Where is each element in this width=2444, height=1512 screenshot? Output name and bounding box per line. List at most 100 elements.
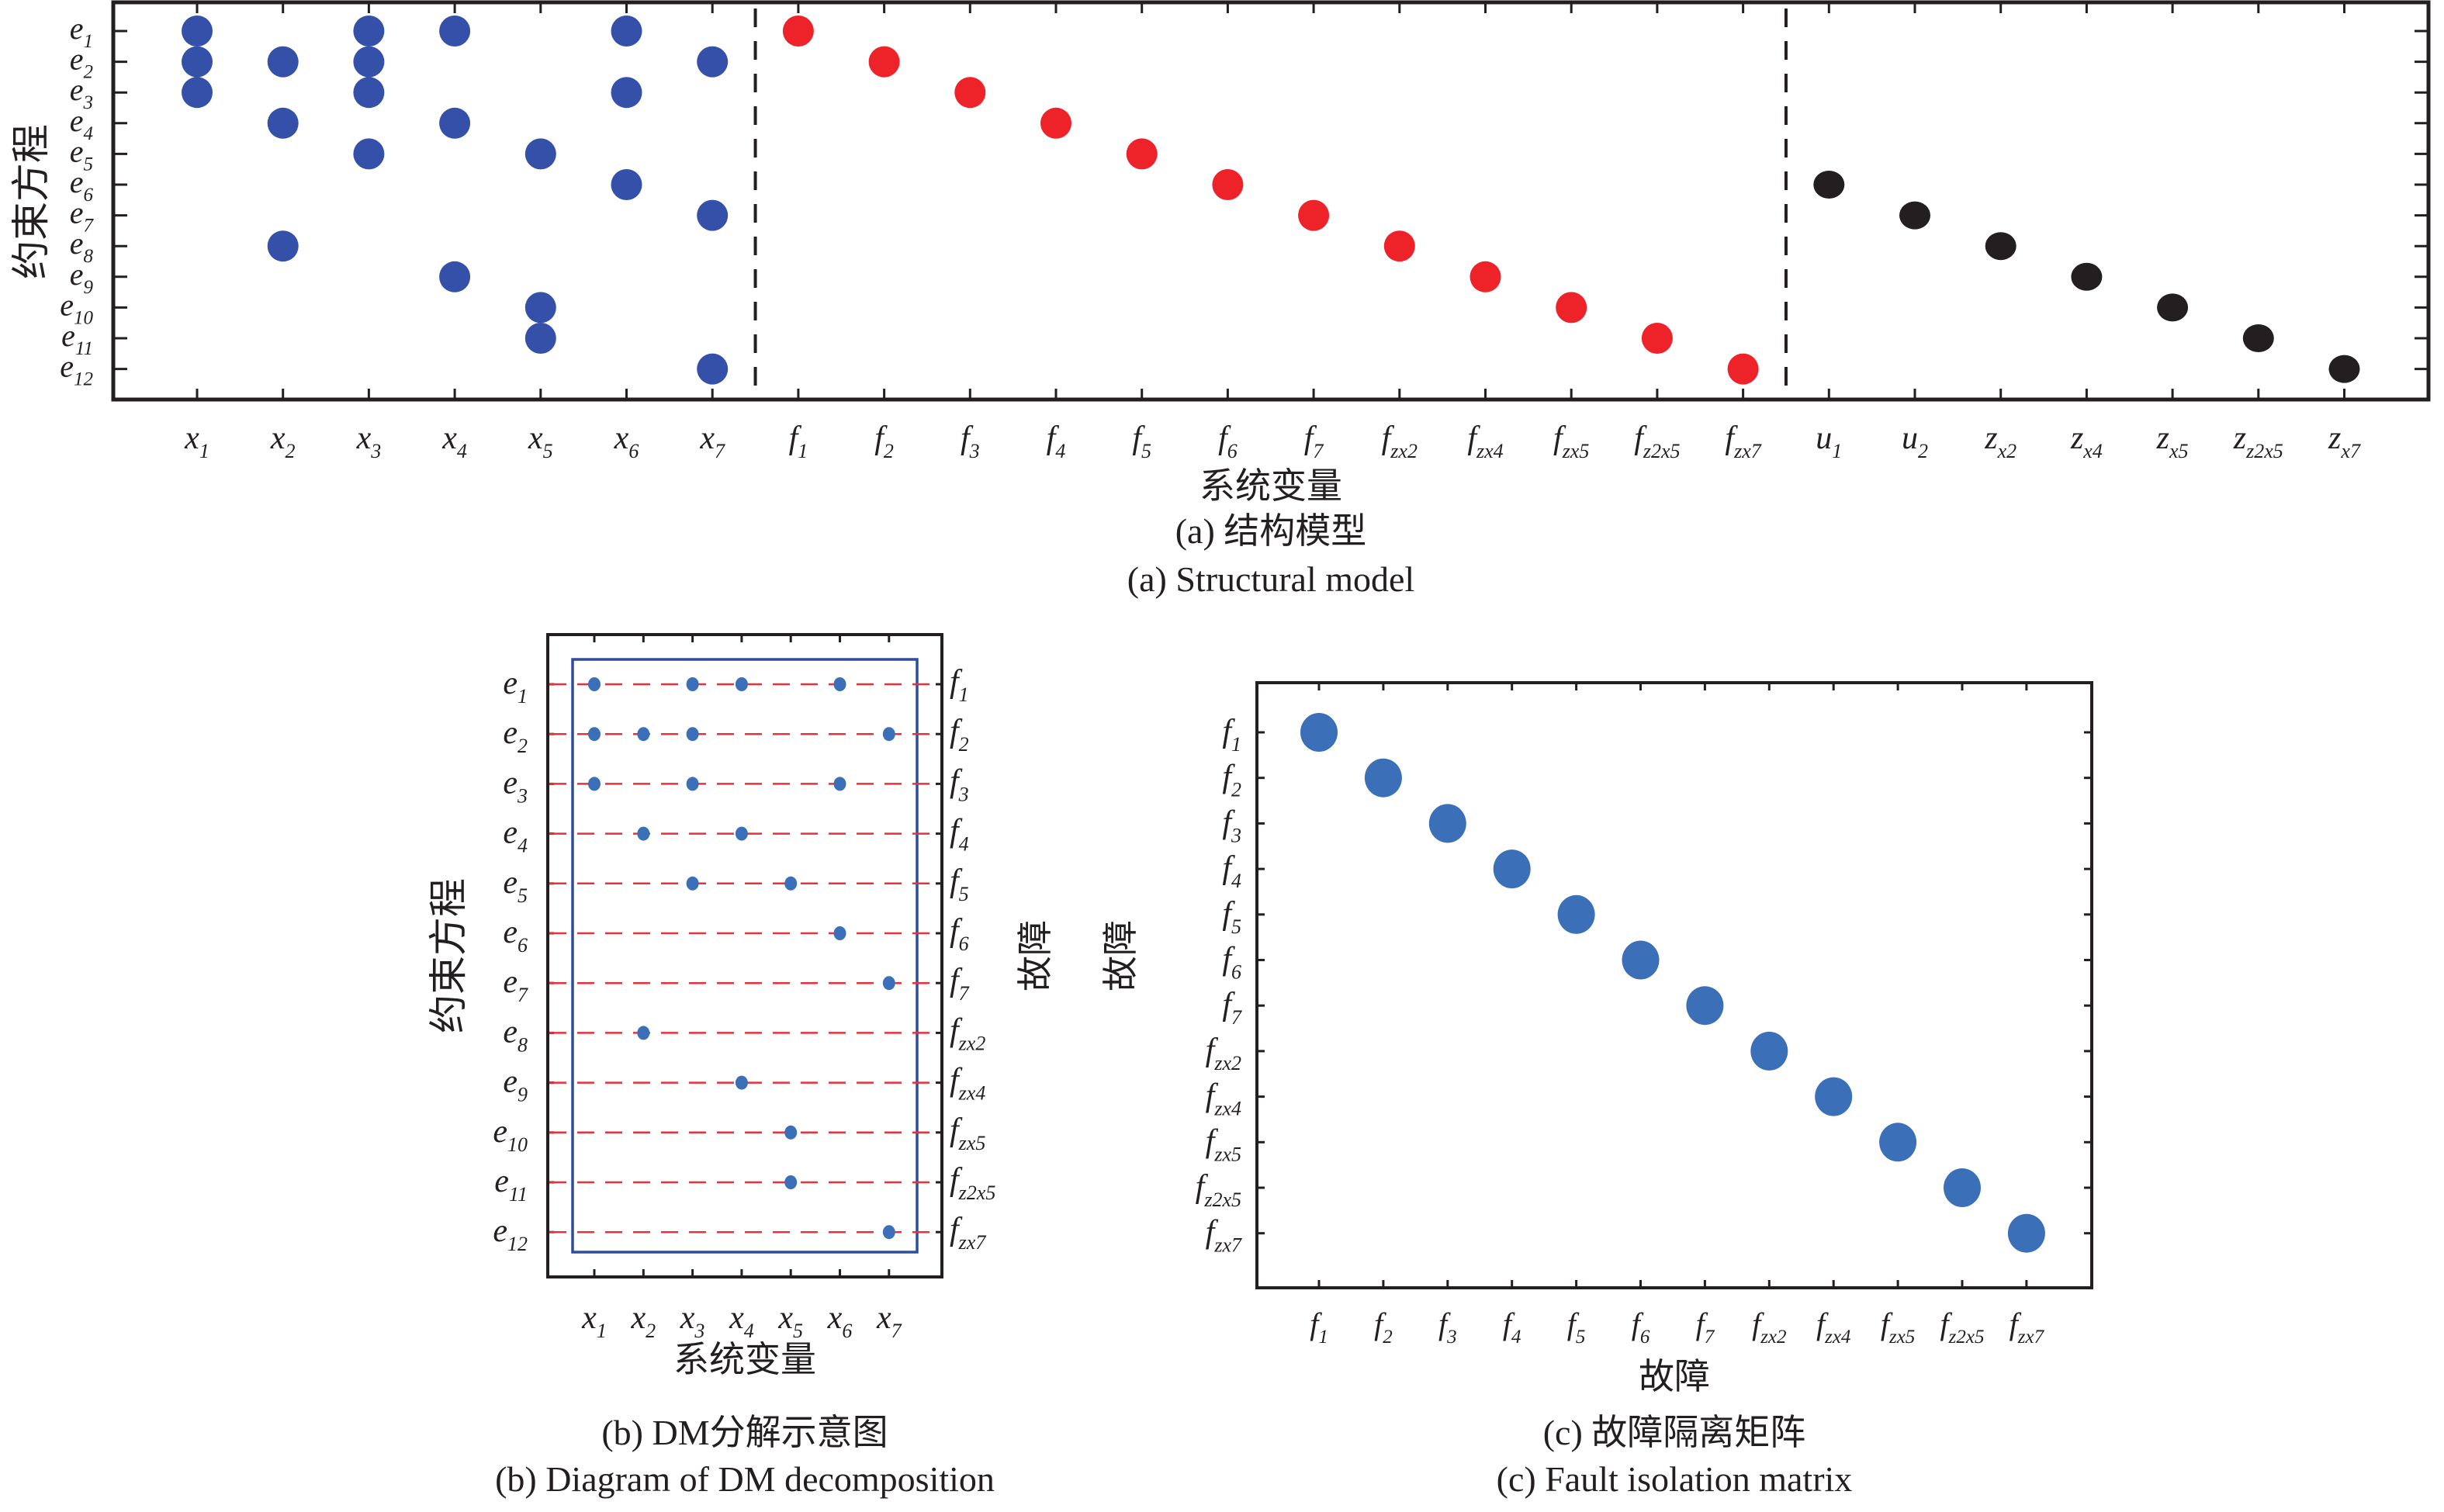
column-label: fzx2 <box>1382 420 1418 462</box>
incidence-point <box>182 16 213 47</box>
isolation-point <box>1750 1031 1788 1071</box>
column-label: fzx7 <box>1725 420 1761 462</box>
panel-b-caption-cn: (b) DM分解示意图 <box>601 1413 888 1452</box>
panel-b-dm-decomposition: e1 e2 e3 e4 e5 e6 e7 e8 e9 e10 e11 e12 f1 f2 f3 f4 f5 f6… <box>426 633 1056 1499</box>
row-label: fzx4 <box>1206 1078 1241 1120</box>
incidence-point <box>882 976 895 991</box>
column-label: x7 <box>876 1300 902 1342</box>
incidence-point <box>1470 261 1501 292</box>
column-label: fzx2 <box>1752 1306 1786 1348</box>
panel-b-row-lines <box>549 683 940 1233</box>
panel-b-points <box>588 677 895 1240</box>
panel-b-axes-frame <box>546 633 943 1278</box>
isolation-point <box>2007 1213 2045 1253</box>
incidence-point <box>1641 323 1673 354</box>
isolation-point <box>1364 758 1402 798</box>
panel-a-x-axis-label: 系统变量 <box>1199 465 1342 507</box>
fault-row-label: f2 <box>950 714 969 756</box>
row-label: e5 <box>503 865 528 907</box>
incidence-point <box>686 677 699 691</box>
incidence-point <box>833 677 846 691</box>
column-label: f7 <box>1304 420 1324 462</box>
panel-c-x-tick-labels: f1 f2 f3 f4 f5 f6 f7 fzx2 fzx4 fzx5 fz2x5 fzx7 <box>1310 1306 2044 1348</box>
incidence-point <box>524 292 556 324</box>
row-label: f4 <box>1222 850 1241 892</box>
row-label: e7 <box>70 195 95 237</box>
incidence-point <box>954 77 986 109</box>
isolation-point <box>1428 804 1466 843</box>
panel-c-axes-frame <box>1255 681 2093 1289</box>
isolation-point <box>1300 713 1338 752</box>
panel-a-y-axis-label: 约束方程 <box>9 124 54 279</box>
row-label: e2 <box>70 42 93 83</box>
row-label: f6 <box>1222 942 1241 984</box>
column-label: x5 <box>777 1300 803 1342</box>
panel-a-caption-en: (a) Structural model <box>1127 559 1414 599</box>
column-label: f6 <box>1218 420 1238 462</box>
isolation-point <box>1944 1168 1981 1207</box>
panel-b-caption-en: (b) Diagram of DM decomposition <box>495 1459 995 1499</box>
column-label: x2 <box>630 1300 656 1342</box>
incidence-point <box>735 1075 748 1090</box>
column-label: x5 <box>528 420 553 462</box>
incidence-point <box>637 727 650 742</box>
panel-b-right-axis-label: 故障 <box>1014 920 1056 991</box>
row-label: e7 <box>503 964 528 1006</box>
incidence-point <box>353 138 385 170</box>
incidence-point <box>1298 199 1330 231</box>
incidence-point <box>882 727 895 742</box>
panel-a-caption-cn: (a) 结构模型 <box>1175 511 1367 551</box>
incidence-point <box>784 1125 798 1140</box>
row-label: e10 <box>60 287 93 328</box>
column-label: u2 <box>1902 420 1928 462</box>
incidence-point <box>611 169 642 200</box>
column-label: f6 <box>1632 1306 1650 1348</box>
row-label: e2 <box>503 715 528 757</box>
incidence-point <box>686 777 699 791</box>
incidence-point <box>1727 353 1759 385</box>
incidence-point <box>686 727 699 742</box>
incidence-point <box>833 926 846 940</box>
row-label: e10 <box>493 1114 528 1156</box>
incidence-point <box>353 77 385 109</box>
column-label: f1 <box>1310 1306 1328 1348</box>
incidence-point <box>182 46 213 78</box>
isolation-point <box>1686 986 1724 1026</box>
row-label: e6 <box>70 164 94 206</box>
incidence-point <box>697 353 729 385</box>
panel-b-right-tick-labels: f1 f2 f3 f4 f5 f6 f7 fzx2 fzx4 fzx5 fz2x5 fzx7 <box>950 664 995 1254</box>
incidence-point <box>1126 138 1158 170</box>
incidence-point <box>782 16 814 47</box>
column-label: f2 <box>874 420 894 462</box>
incidence-point <box>2328 355 2360 383</box>
panel-c-caption-cn: (c) 故障隔离矩阵 <box>1543 1413 1806 1452</box>
incidence-point <box>637 1026 650 1040</box>
row-label: fzx2 <box>1206 1033 1241 1074</box>
column-label: f3 <box>961 420 980 462</box>
column-label: fzx5 <box>1881 1306 1915 1348</box>
incidence-point <box>267 46 299 78</box>
column-label: f3 <box>1438 1306 1457 1348</box>
panel-c-y-axis-label: 故障 <box>1099 920 1141 991</box>
row-label: e5 <box>70 133 93 175</box>
incidence-point <box>611 77 642 109</box>
incidence-point <box>439 261 471 292</box>
column-label: fzx5 <box>1553 420 1589 462</box>
incidence-point <box>784 876 798 891</box>
fault-row-label: f5 <box>950 863 969 905</box>
column-label: x4 <box>441 420 467 462</box>
isolation-point <box>1879 1123 1917 1162</box>
fault-row-label: fzx7 <box>950 1212 986 1254</box>
incidence-point <box>1383 230 1415 262</box>
row-label: e12 <box>493 1213 528 1255</box>
row-label: f7 <box>1222 987 1242 1029</box>
incidence-point <box>267 230 299 262</box>
incidence-point <box>1556 292 1587 324</box>
column-label: fzx4 <box>1816 1306 1850 1348</box>
column-label: x6 <box>614 420 639 462</box>
column-label: x1 <box>184 420 209 462</box>
panel-b-dm-block <box>571 658 919 1254</box>
